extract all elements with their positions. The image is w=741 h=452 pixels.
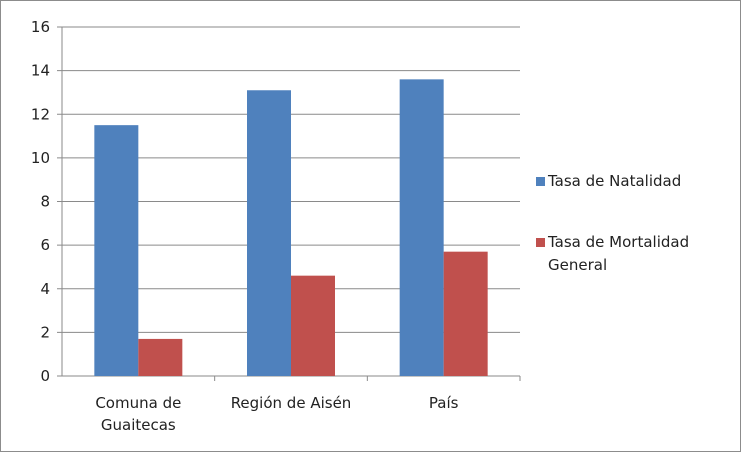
legend-swatch bbox=[536, 177, 545, 186]
y-tick-label: 14 bbox=[31, 62, 50, 80]
legend-label: Tasa de Mortalidad bbox=[547, 233, 689, 251]
bar-natalidad-0 bbox=[94, 125, 139, 376]
legend-swatch bbox=[536, 238, 545, 247]
y-tick-label: 12 bbox=[31, 105, 50, 123]
y-tick-label: 10 bbox=[31, 149, 50, 167]
legend-label: Tasa de Natalidad bbox=[547, 172, 681, 190]
x-category-label: Región de Aisén bbox=[231, 394, 352, 412]
x-category-label: País bbox=[429, 394, 459, 412]
y-tick-label: 4 bbox=[40, 280, 50, 298]
y-tick-label: 2 bbox=[40, 323, 50, 341]
y-tick-label: 6 bbox=[40, 236, 50, 254]
legend-label: General bbox=[548, 256, 607, 274]
x-category-label: Comuna de bbox=[95, 394, 181, 412]
bar-mortalidad-1 bbox=[291, 275, 335, 376]
y-tick-label: 16 bbox=[31, 18, 50, 36]
bar-mortalidad-0 bbox=[138, 338, 183, 376]
y-tick-label: 8 bbox=[40, 193, 50, 211]
bar-mortalidad-2 bbox=[443, 251, 488, 376]
bar-natalidad-2 bbox=[399, 79, 444, 376]
x-category-label: Guaitecas bbox=[101, 416, 176, 434]
y-tick-label: 0 bbox=[40, 367, 50, 385]
bar-natalidad-1 bbox=[247, 90, 291, 376]
